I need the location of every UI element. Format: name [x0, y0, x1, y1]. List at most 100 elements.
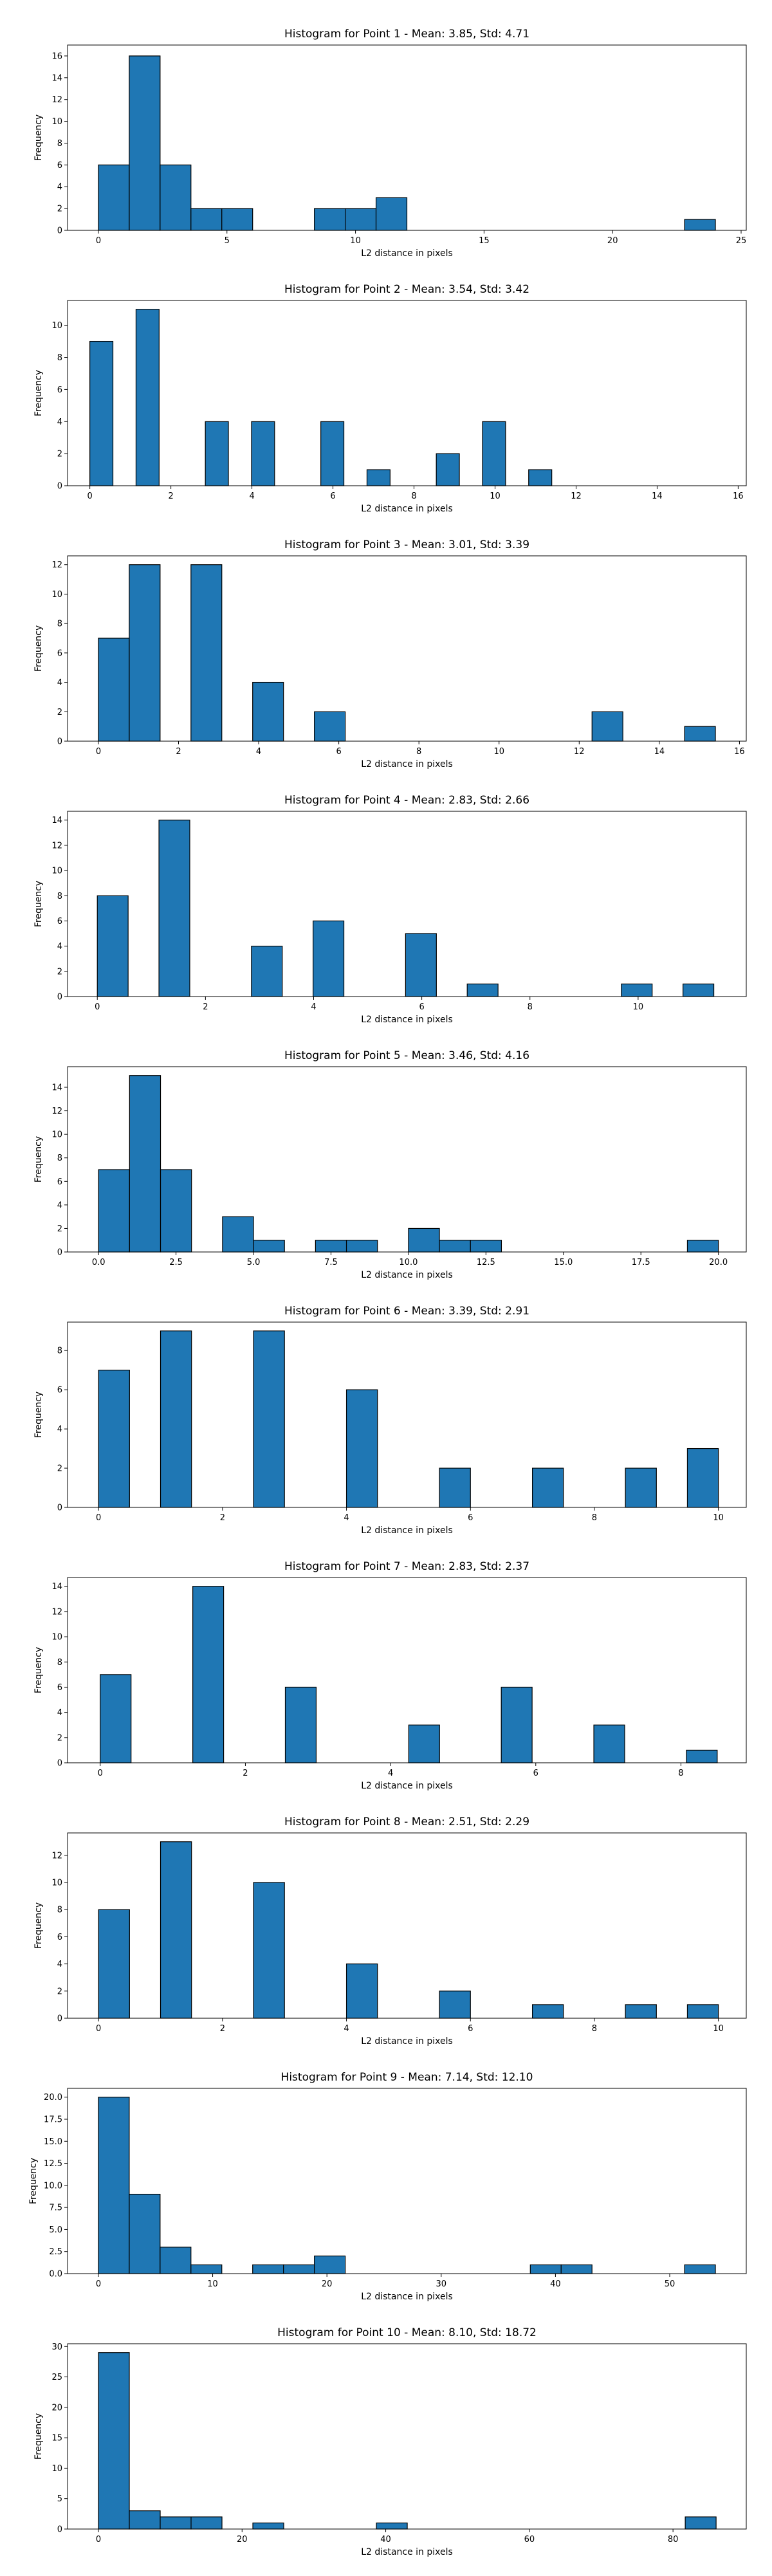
chart-panel-8: Histogram for Point 8 - Mean: 2.51, Std:…	[33, 1816, 747, 2047]
chart-title: Histogram for Point 10 - Mean: 8.10, Std…	[277, 2326, 537, 2339]
x-tick-label: 10	[713, 2024, 724, 2034]
histogram-bar	[253, 1240, 285, 1253]
histogram-bar	[251, 421, 275, 486]
y-tick-label: 10	[51, 321, 62, 331]
y-tick-label: 10	[51, 1130, 62, 1140]
x-tick-label: 20	[607, 236, 618, 246]
x-tick-label: 4	[256, 747, 261, 757]
chart-panel-6: Histogram for Point 6 - Mean: 3.39, Std:…	[33, 1305, 747, 1536]
y-tick-label: 25	[51, 2373, 62, 2382]
x-tick-label: 2	[220, 1513, 225, 1523]
x-tick-label: 12.5	[477, 1258, 495, 1267]
y-tick-label: 4	[57, 183, 62, 192]
y-tick-label: 10.0	[44, 2181, 62, 2191]
x-tick-label: 8	[411, 492, 416, 501]
y-tick-label: 15	[51, 2434, 62, 2443]
histogram-bar	[190, 564, 223, 742]
x-tick-label: 10	[713, 1513, 724, 1523]
histogram-bar	[100, 1674, 132, 1763]
histogram-bar	[314, 711, 346, 742]
y-axis-label: Frequency	[33, 115, 44, 161]
histogram-bar	[129, 2510, 161, 2530]
chart-title: Histogram for Point 9 - Mean: 7.14, Std:…	[281, 2071, 533, 2084]
x-axis-label: L2 distance in pixels	[361, 759, 453, 769]
x-tick-label: 4	[388, 1769, 393, 1778]
chart-title: Histogram for Point 6 - Mean: 3.39, Std:…	[284, 1305, 529, 1318]
chart-title: Histogram for Point 7 - Mean: 2.83, Std:…	[284, 1560, 529, 1573]
histogram-bar	[593, 1724, 625, 1763]
x-tick-label: 10	[490, 492, 501, 501]
y-tick-label: 0	[57, 226, 62, 236]
x-tick-label: 40	[380, 2535, 391, 2544]
histogram-bar	[560, 2264, 593, 2274]
histogram-bar	[345, 1240, 378, 1253]
histogram-bar	[501, 1686, 533, 1763]
histogram-bar	[405, 933, 437, 997]
y-tick-label: 12	[51, 841, 62, 851]
x-axis-label: L2 distance in pixels	[361, 2292, 453, 2302]
x-tick-label: 40	[550, 2279, 561, 2289]
histogram-bar	[314, 2255, 346, 2274]
histogram-bar	[466, 983, 499, 997]
y-tick-label: 16	[51, 51, 62, 61]
histogram-bar	[684, 726, 716, 742]
x-tick-label: 0	[96, 2024, 101, 2034]
histogram-bar	[439, 1991, 471, 2019]
histogram-bar	[684, 219, 716, 231]
histogram-bar	[591, 711, 623, 742]
chart-panel-4: Histogram for Point 4 - Mean: 2.83, Std:…	[33, 794, 747, 1025]
axes-frame	[67, 1577, 747, 1763]
x-tick-label: 16	[734, 747, 745, 757]
x-tick-label: 20.0	[709, 1258, 728, 1267]
x-tick-label: 8	[678, 1769, 683, 1778]
axes-frame	[67, 2088, 747, 2274]
x-tick-label: 7.5	[324, 1258, 338, 1267]
y-tick-label: 6	[57, 1177, 62, 1187]
x-tick-label: 6	[533, 1769, 538, 1778]
x-tick-label: 10	[633, 1002, 644, 1012]
x-tick-label: 17.5	[632, 1258, 650, 1267]
y-tick-label: 4	[57, 1960, 62, 1969]
y-tick-label: 6	[57, 1386, 62, 1395]
x-tick-label: 10	[207, 2279, 218, 2289]
y-tick-label: 6	[57, 917, 62, 926]
axes-frame	[67, 300, 747, 486]
y-tick-label: 12.5	[44, 2159, 62, 2169]
y-tick-label: 20	[51, 2403, 62, 2413]
y-tick-label: 6	[57, 161, 62, 170]
y-tick-label: 12	[51, 1607, 62, 1617]
x-tick-label: 8	[528, 1002, 533, 1012]
histogram-bar	[160, 164, 192, 231]
histogram-bar	[251, 946, 283, 997]
chart-panel-7: Histogram for Point 7 - Mean: 2.83, Std:…	[33, 1560, 747, 1791]
histogram-bar	[366, 469, 391, 486]
y-tick-label: 8	[57, 1658, 62, 1668]
histogram-bar	[190, 208, 223, 231]
x-tick-label: 80	[668, 2535, 679, 2544]
x-axis-label: L2 distance in pixels	[361, 248, 453, 259]
x-tick-label: 12	[574, 747, 585, 757]
y-tick-label: 8	[57, 1906, 62, 1915]
x-tick-label: 6	[330, 492, 335, 501]
axes-frame	[67, 555, 747, 742]
histogram-bar	[135, 309, 160, 486]
y-axis-label: Frequency	[33, 2413, 44, 2460]
x-tick-label: 14	[654, 747, 665, 757]
y-tick-label: 2	[57, 1733, 62, 1743]
histogram-bar	[222, 1216, 254, 1253]
histogram-bar	[470, 1240, 502, 1253]
histogram-bar	[252, 2264, 284, 2274]
histogram-bar	[129, 1075, 161, 1253]
histogram-bar	[528, 469, 553, 486]
x-tick-label: 60	[524, 2535, 535, 2544]
y-tick-label: 5	[57, 2494, 62, 2504]
x-tick-label: 25	[736, 236, 747, 246]
histogram-bar	[686, 2004, 719, 2019]
y-tick-label: 10	[51, 590, 62, 600]
histogram-bar	[252, 681, 284, 742]
y-tick-label: 14	[51, 73, 62, 83]
histogram-bar	[531, 2004, 564, 2019]
histogram-bar	[320, 421, 345, 486]
histogram-bar	[129, 55, 161, 231]
